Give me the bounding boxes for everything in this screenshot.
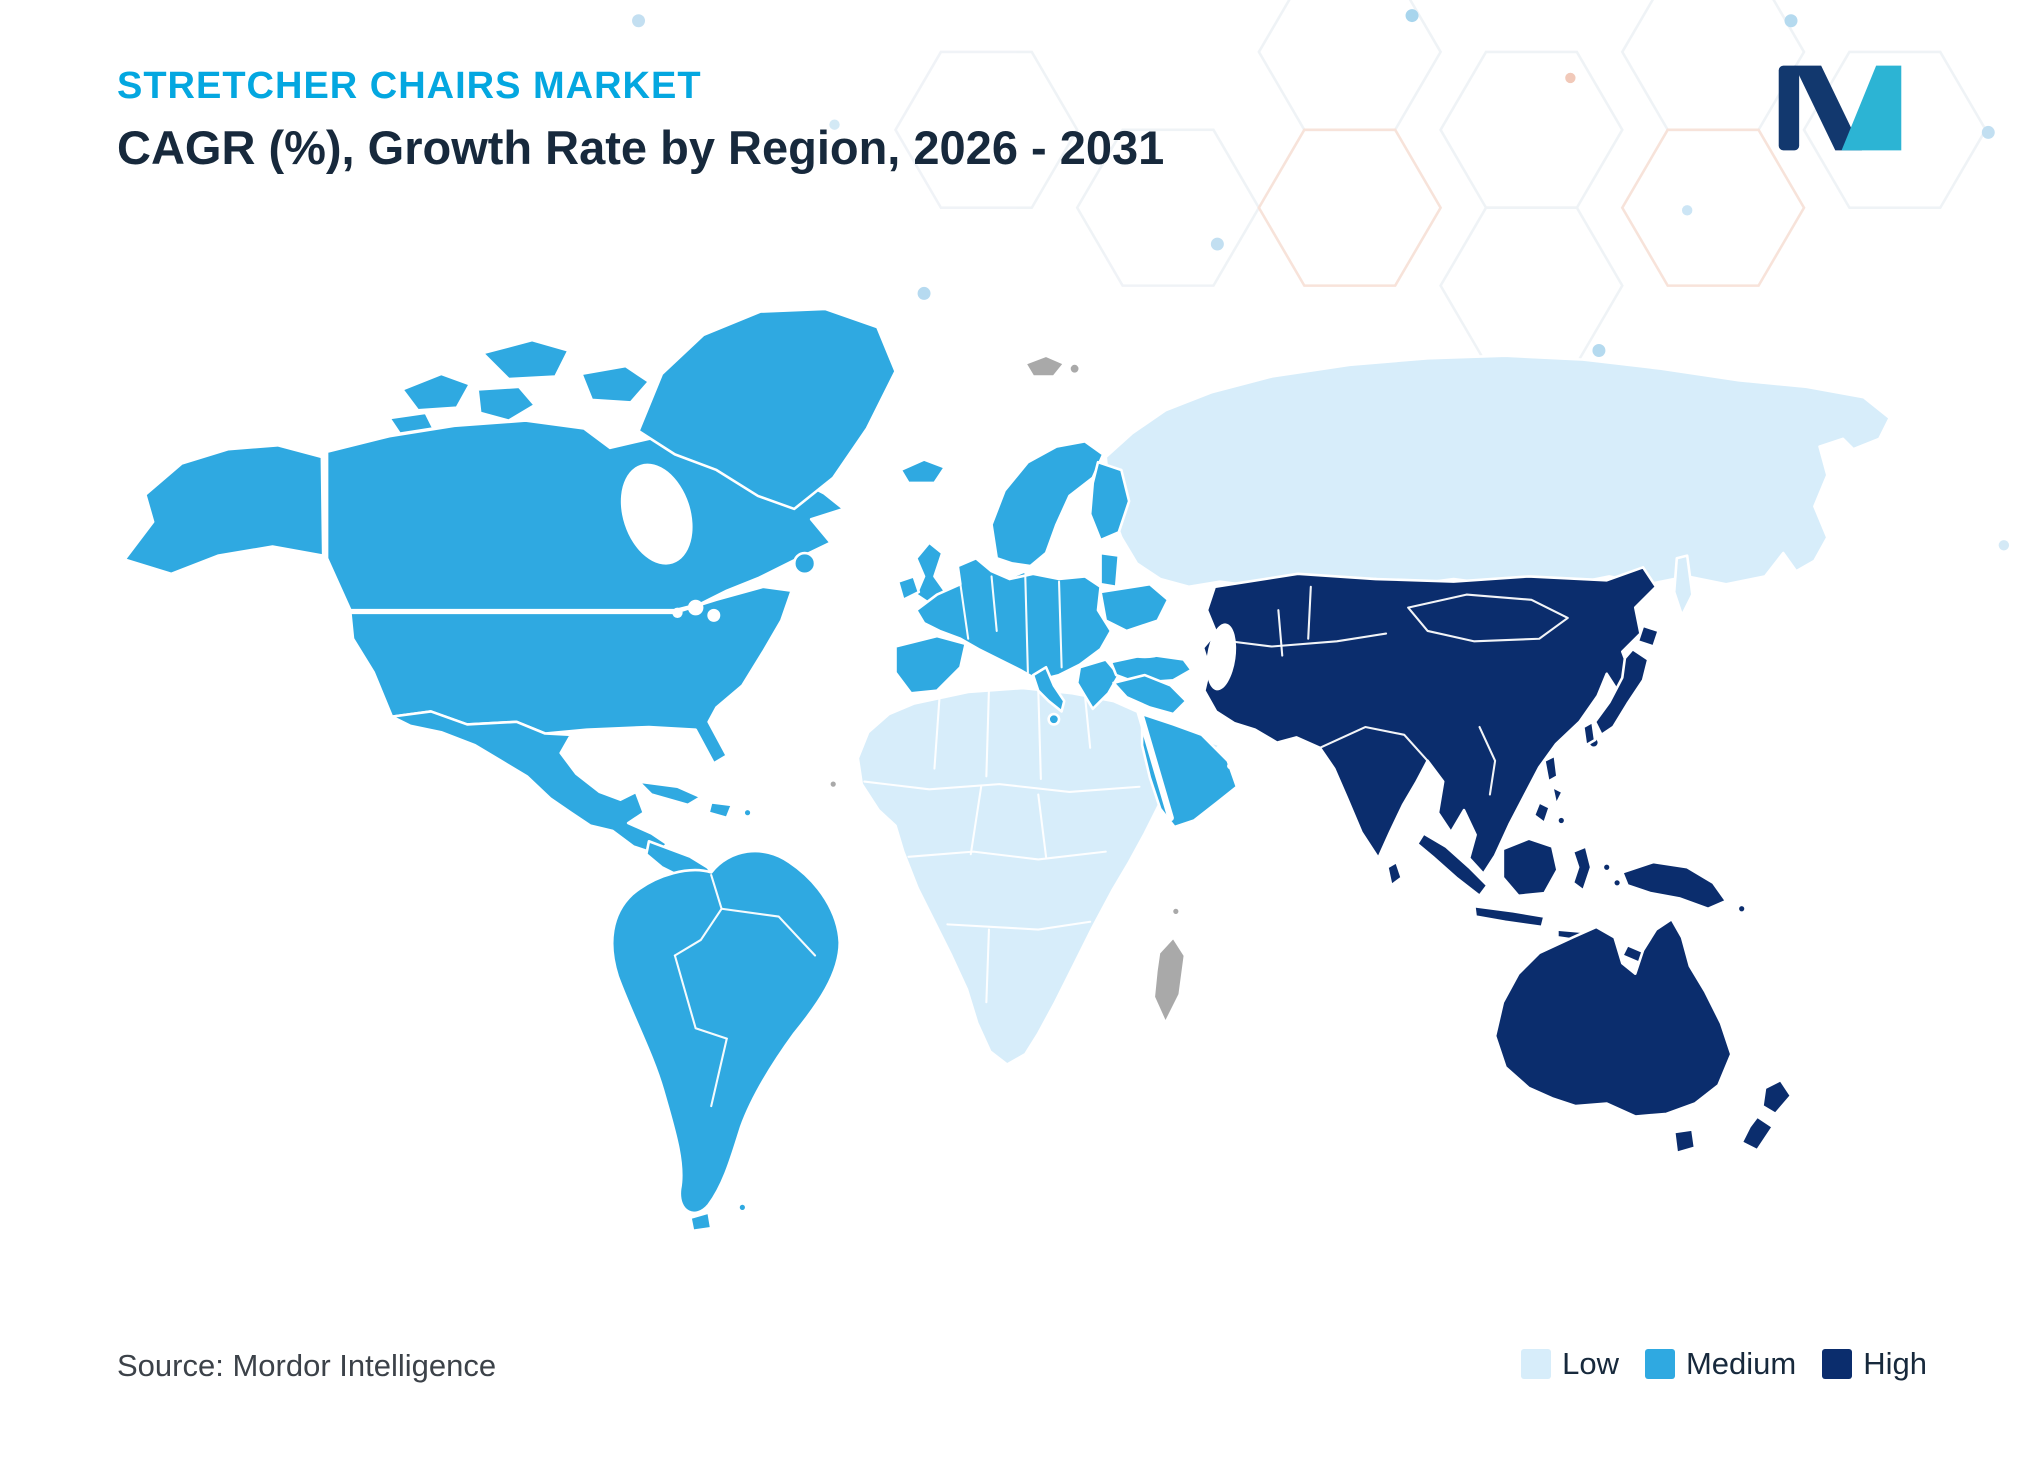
- pacific-island: [1736, 903, 1747, 914]
- ukraine: [1099, 582, 1170, 633]
- logo-triangle: [1841, 65, 1902, 151]
- java: [1473, 904, 1546, 929]
- svalbard: [1023, 354, 1066, 378]
- sakhalin: [1672, 554, 1694, 617]
- hexagon-pattern: [632, 0, 2010, 551]
- mordor-intelligence-logo: [1778, 65, 1902, 151]
- chart-subtitle: CAGR (%), Growth Rate by Region, 2026 - …: [117, 120, 1165, 174]
- iberia: [894, 634, 967, 695]
- baltics: [1099, 551, 1121, 589]
- source-note: Source: Mordor Intelligence: [117, 1348, 497, 1383]
- philippines: [1532, 754, 1567, 826]
- iceland: [899, 458, 947, 485]
- baltic-sea: [1065, 540, 1090, 576]
- cuba: [637, 780, 703, 807]
- pattern-dots: [632, 9, 2010, 551]
- legend-swatch-high: [1822, 1349, 1853, 1379]
- atlantic-islet: [828, 778, 839, 790]
- inland-seas: [620, 463, 1237, 691]
- australia: [1493, 917, 1733, 1118]
- sicily: [1047, 712, 1061, 726]
- newfoundland: [792, 551, 817, 576]
- greenland: [637, 307, 897, 511]
- russia: [1104, 354, 1891, 589]
- puerto-rico: [742, 807, 753, 818]
- legend-swatch-low: [1521, 1349, 1552, 1379]
- arctic-islands: [388, 338, 651, 435]
- levant-iraq: [1112, 673, 1188, 716]
- logo-diagonal: [1794, 65, 1862, 151]
- madagascar: [1152, 936, 1187, 1025]
- tasmania: [1672, 1128, 1697, 1155]
- europe-country-borders: [959, 575, 1063, 674]
- japan-hokkaido: [1636, 624, 1660, 648]
- region-europe: [894, 440, 1170, 726]
- new-guinea: [1620, 860, 1728, 911]
- borneo: [1501, 837, 1559, 898]
- caspian-sea: [1206, 623, 1237, 691]
- region-middle-east: [1109, 653, 1278, 829]
- legend-label-high: High: [1863, 1346, 1927, 1381]
- indian-ocean-islet: [1170, 906, 1182, 917]
- persian-gulf: [1227, 741, 1278, 770]
- tierra-del-fuego: [689, 1211, 713, 1233]
- region-russia-north-asia: [1104, 354, 1891, 617]
- region-asia-pacific: [1201, 566, 1793, 1155]
- black-sea: [1118, 634, 1171, 659]
- falkland-islands: [737, 1202, 748, 1213]
- new-zealand-north: [1761, 1078, 1793, 1116]
- sulawesi: [1571, 845, 1593, 892]
- legend: Low Medium High: [1521, 1346, 1927, 1382]
- page-title: STRETCHER CHAIRS MARKET: [117, 65, 702, 107]
- finland: [1088, 460, 1131, 542]
- red-sea: [1136, 708, 1174, 822]
- legend-item-medium: Medium: [1644, 1346, 1797, 1382]
- not-covered-regions: [828, 354, 1187, 1025]
- taiwan: [1582, 720, 1597, 747]
- great-lake-1: [687, 599, 704, 616]
- hispaniola: [707, 801, 734, 820]
- logo-bar: [1778, 65, 1800, 151]
- legend-item-low: Low: [1521, 1346, 1619, 1382]
- hudson-bay: [620, 463, 693, 565]
- legend-label-low: Low: [1562, 1346, 1619, 1381]
- south-america: [611, 849, 841, 1215]
- legend-item-high: High: [1822, 1346, 1927, 1382]
- great-lake-2: [707, 608, 721, 622]
- svalbard-islet: [1068, 362, 1082, 376]
- ireland: [896, 575, 921, 602]
- great-lake-3: [672, 607, 683, 618]
- mexico: [390, 710, 669, 856]
- region-south-america: [611, 849, 841, 1233]
- new-zealand-south: [1740, 1115, 1775, 1152]
- japan-honshu: [1593, 647, 1650, 737]
- sri-lanka: [1386, 860, 1403, 887]
- italy: [1031, 666, 1066, 713]
- sumatra: [1415, 832, 1489, 898]
- south-america-borders: [673, 873, 817, 1108]
- legend-label-medium: Medium: [1685, 1346, 1797, 1381]
- asia-mainland: [1201, 566, 1658, 876]
- alaska: [123, 444, 325, 576]
- header: STRETCHER CHAIRS MARKET CAGR (%), Growth…: [117, 64, 1164, 176]
- legend-swatch-medium: [1644, 1349, 1675, 1379]
- region-north-america: [123, 307, 897, 887]
- africa-country-borders: [863, 688, 1141, 1004]
- balkans-greece: [1075, 658, 1121, 711]
- asia-country-borders: [1208, 585, 1569, 796]
